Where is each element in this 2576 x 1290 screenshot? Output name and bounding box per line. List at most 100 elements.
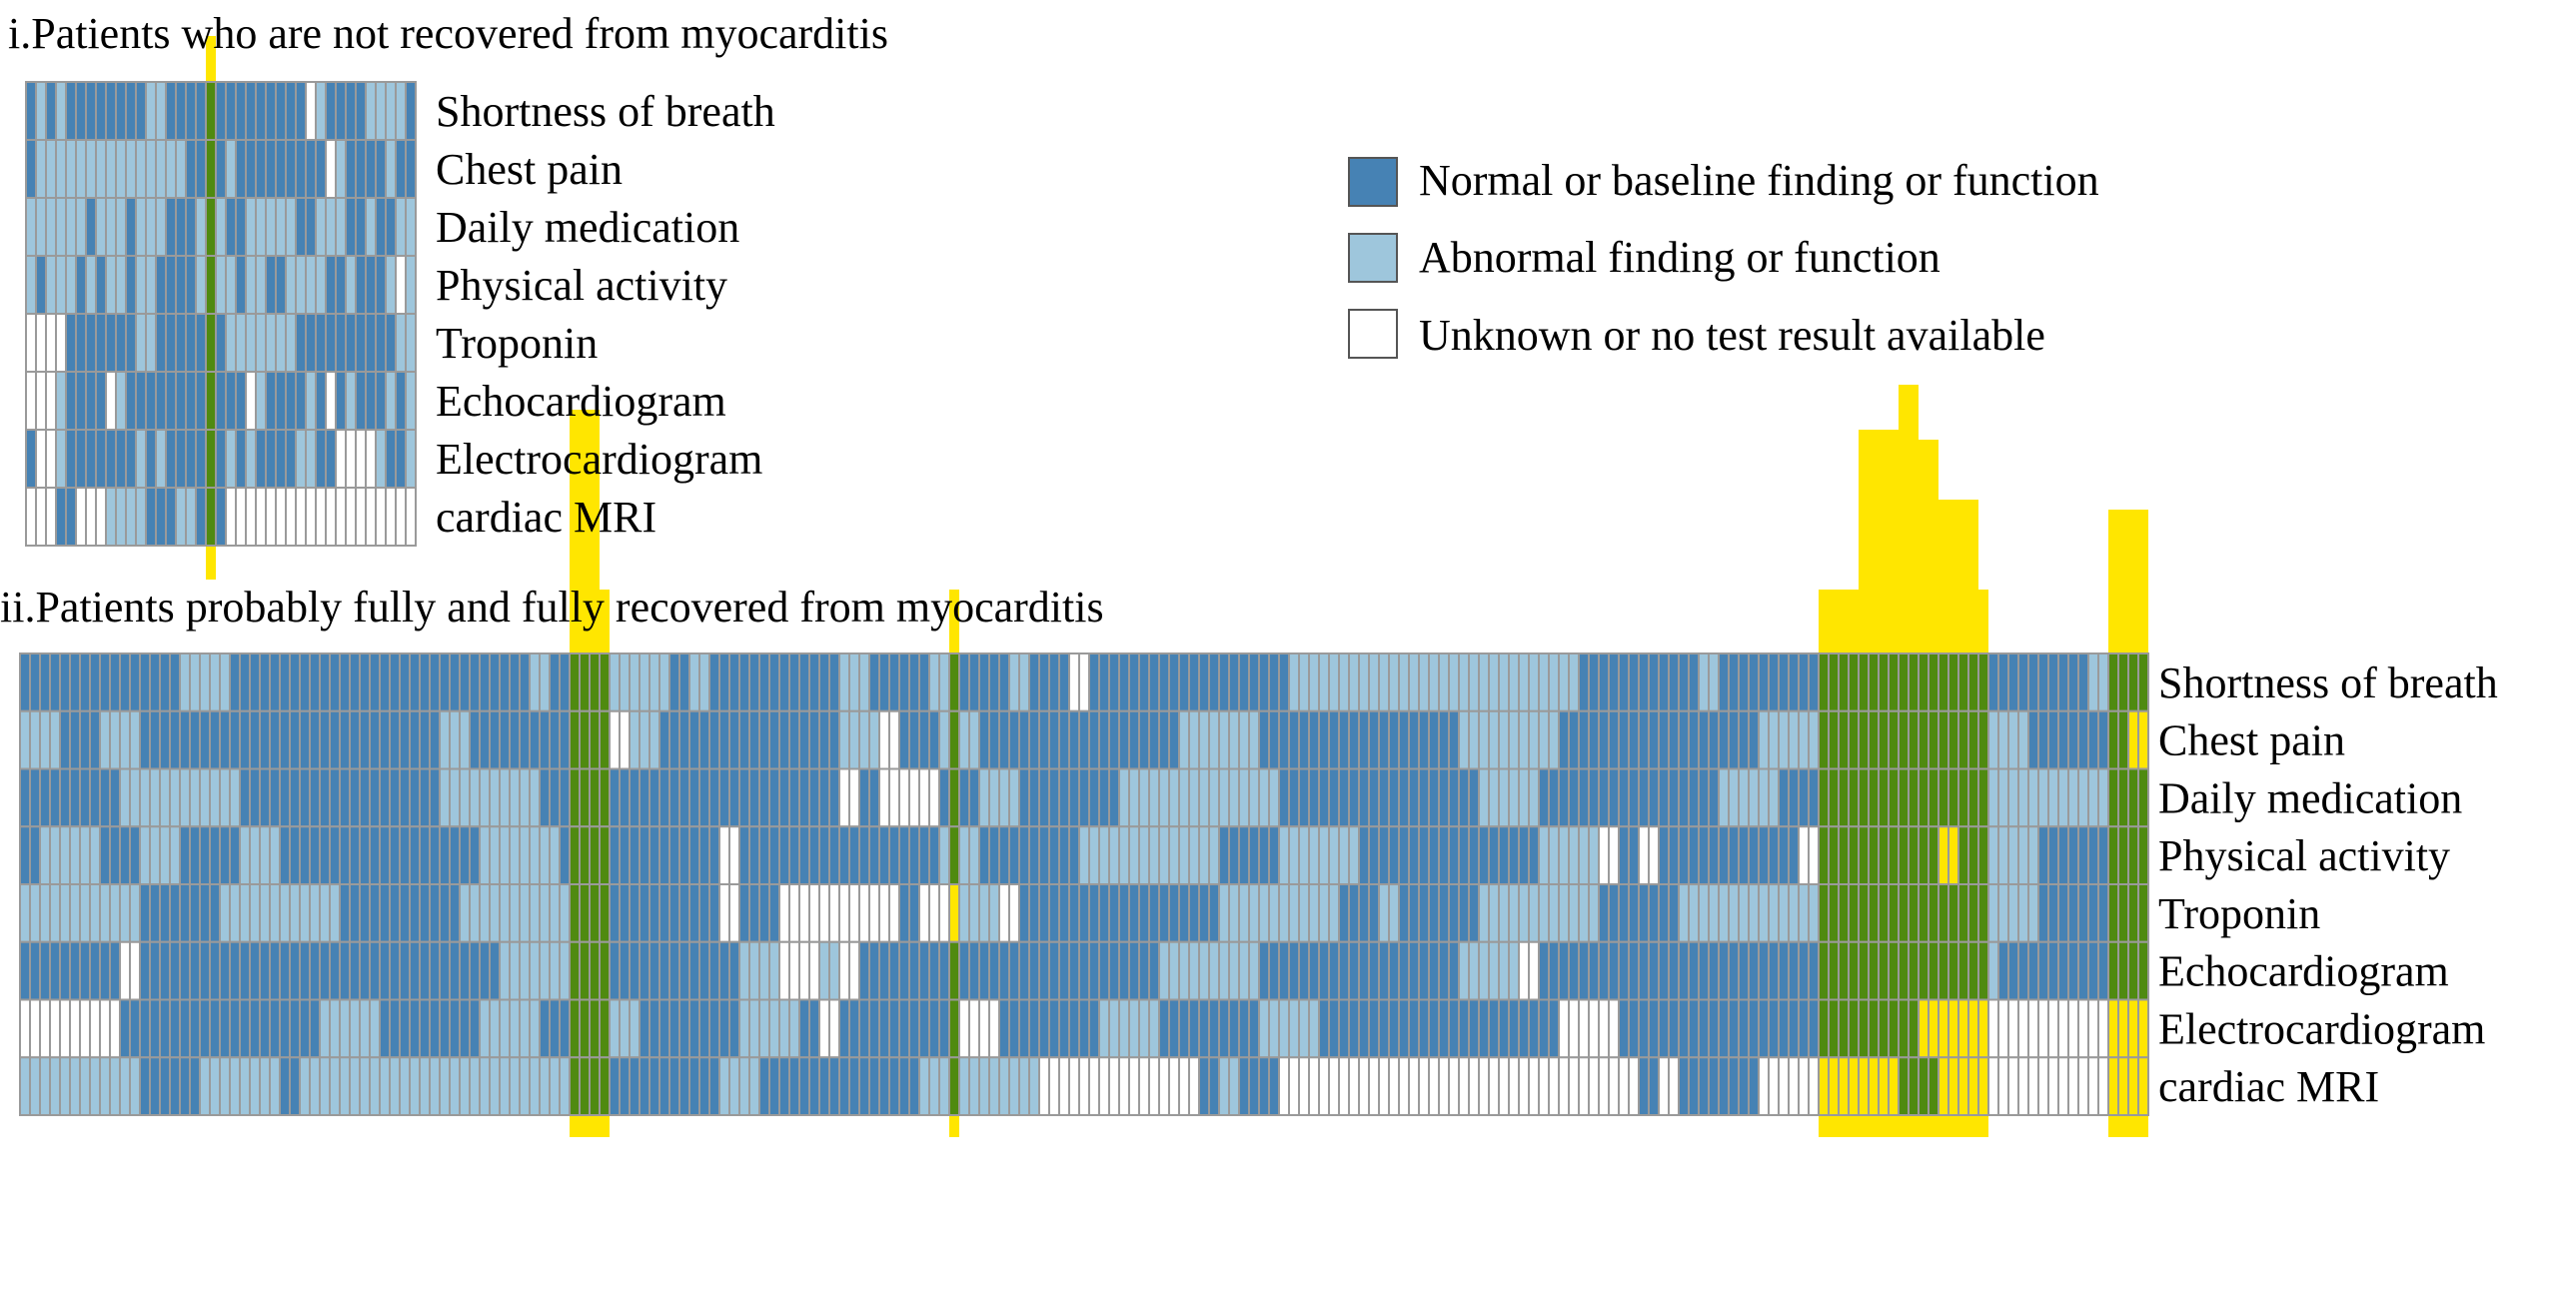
panel-ii-cell <box>1708 883 1720 943</box>
panel-ii-cell <box>339 825 351 885</box>
panel-ii-cell <box>1278 709 1290 770</box>
panel-ii-cell <box>778 767 790 828</box>
panel-ii-highlight-cell <box>599 1056 611 1116</box>
panel-ii-cell <box>229 1056 241 1116</box>
panel-ii-cell <box>1018 998 1030 1059</box>
panel-ii-cell <box>1608 998 1620 1059</box>
panel-ii-cell <box>109 940 121 1001</box>
panel-ii-cell <box>1378 1056 1390 1116</box>
panel-ii-highlight-cell <box>1918 1056 1930 1116</box>
panel-ii-cell <box>1808 825 1820 885</box>
panel-i-cell <box>325 313 337 373</box>
panel-ii-cell <box>69 883 81 943</box>
panel-ii-cell <box>69 767 81 828</box>
panel-ii-cell <box>1468 652 1480 712</box>
panel-ii-cell <box>1028 1056 1040 1116</box>
panel-ii-cell <box>539 883 551 943</box>
panel-i-cell <box>225 487 237 547</box>
panel-ii-cell <box>1218 709 1230 770</box>
panel-ii-cell <box>2077 709 2089 770</box>
panel-ii-cell <box>968 825 980 885</box>
panel-i-cell <box>225 255 237 315</box>
panel-ii-cell <box>69 940 81 1001</box>
panel-ii-cell <box>918 825 930 885</box>
panel-ii-cell <box>1768 1056 1780 1116</box>
panel-ii-cell <box>2027 1056 2039 1116</box>
panel-ii-cell <box>1628 1056 1640 1116</box>
panel-ii-cell <box>469 998 481 1059</box>
panel-ii-cell <box>978 767 990 828</box>
panel-ii-cell <box>119 883 131 943</box>
panel-i-cell <box>105 255 117 315</box>
panel-ii-cell <box>89 1056 101 1116</box>
panel-i-cell <box>175 313 187 373</box>
panel-i-cell <box>315 371 327 431</box>
panel-ii-cell <box>1438 998 1450 1059</box>
panel-i-cell <box>355 429 367 489</box>
panel-ii-cell <box>1418 998 1430 1059</box>
panel-ii-cell <box>888 652 900 712</box>
panel-ii-highlight-cell <box>1918 883 1930 943</box>
panel-ii-cell <box>1248 940 1260 1001</box>
panel-ii-cell <box>798 709 810 770</box>
panel-ii-cell <box>1078 709 1090 770</box>
panel-ii-cell <box>868 998 880 1059</box>
panel-ii-cell <box>1088 825 1100 885</box>
panel-ii-cell <box>109 1056 121 1116</box>
panel-i-cell <box>275 255 287 315</box>
panel-ii-cell <box>1078 825 1090 885</box>
panel-ii-cell <box>639 998 650 1059</box>
panel-ii-cell <box>2007 709 2019 770</box>
panel-i-cell <box>175 197 187 257</box>
panel-ii-cell <box>499 998 511 1059</box>
panel-ii-cell <box>629 767 641 828</box>
panel-ii-cell <box>1408 998 1420 1059</box>
panel-ii-cell <box>1018 767 1030 828</box>
panel-ii-cell <box>369 709 381 770</box>
panel-ii-cell <box>888 998 900 1059</box>
panel-ii-cell <box>1568 652 1580 712</box>
panel-ii-cell <box>788 709 800 770</box>
panel-ii-cell <box>1118 1056 1130 1116</box>
panel-ii-cell <box>549 1056 561 1116</box>
panel-ii-cell <box>639 940 650 1001</box>
panel-ii-cell <box>409 825 421 885</box>
panel-i-highlight-cell <box>205 197 217 257</box>
panel-i-cell <box>325 139 337 199</box>
panel-ii-cell <box>39 1056 51 1116</box>
panel-ii-row-label: Daily medication <box>2158 773 2462 822</box>
panel-ii-cell <box>209 709 221 770</box>
panel-ii-cell <box>1258 825 1270 885</box>
panel-ii-cell <box>1208 883 1220 943</box>
panel-ii-cell <box>39 652 51 712</box>
panel-ii-cell <box>1638 652 1650 712</box>
panel-ii-cell <box>1058 940 1070 1001</box>
panel-ii-cell <box>888 709 900 770</box>
panel-ii-cell <box>559 1056 571 1116</box>
panel-i-cell <box>115 255 127 315</box>
panel-i-cell <box>225 139 237 199</box>
panel-ii-cell <box>499 767 511 828</box>
panel-ii-cell <box>319 998 331 1059</box>
panel-i-cell <box>405 487 417 547</box>
panel-ii-cell <box>828 998 840 1059</box>
panel-ii-cell <box>688 652 700 712</box>
panel-ii-cell <box>1678 940 1690 1001</box>
panel-ii-cell <box>219 652 231 712</box>
panel-ii-cell <box>758 767 770 828</box>
panel-ii-cell <box>1558 709 1570 770</box>
panel-ii-cell <box>848 709 860 770</box>
panel-ii-cell <box>2097 883 2109 943</box>
panel-ii-cell <box>209 1056 221 1116</box>
panel-ii-cell <box>1558 998 1570 1059</box>
panel-i-cell <box>345 371 357 431</box>
panel-ii-cell <box>469 883 481 943</box>
panel-ii-cell <box>748 825 760 885</box>
panel-i-cell <box>105 487 117 547</box>
panel-ii-cell <box>59 1056 71 1116</box>
panel-ii-cell <box>1798 883 1810 943</box>
panel-ii-cell <box>219 998 231 1059</box>
panel-ii-cell <box>1168 883 1180 943</box>
panel-ii-cell <box>1028 883 1040 943</box>
panel-ii-cell <box>1768 940 1780 1001</box>
